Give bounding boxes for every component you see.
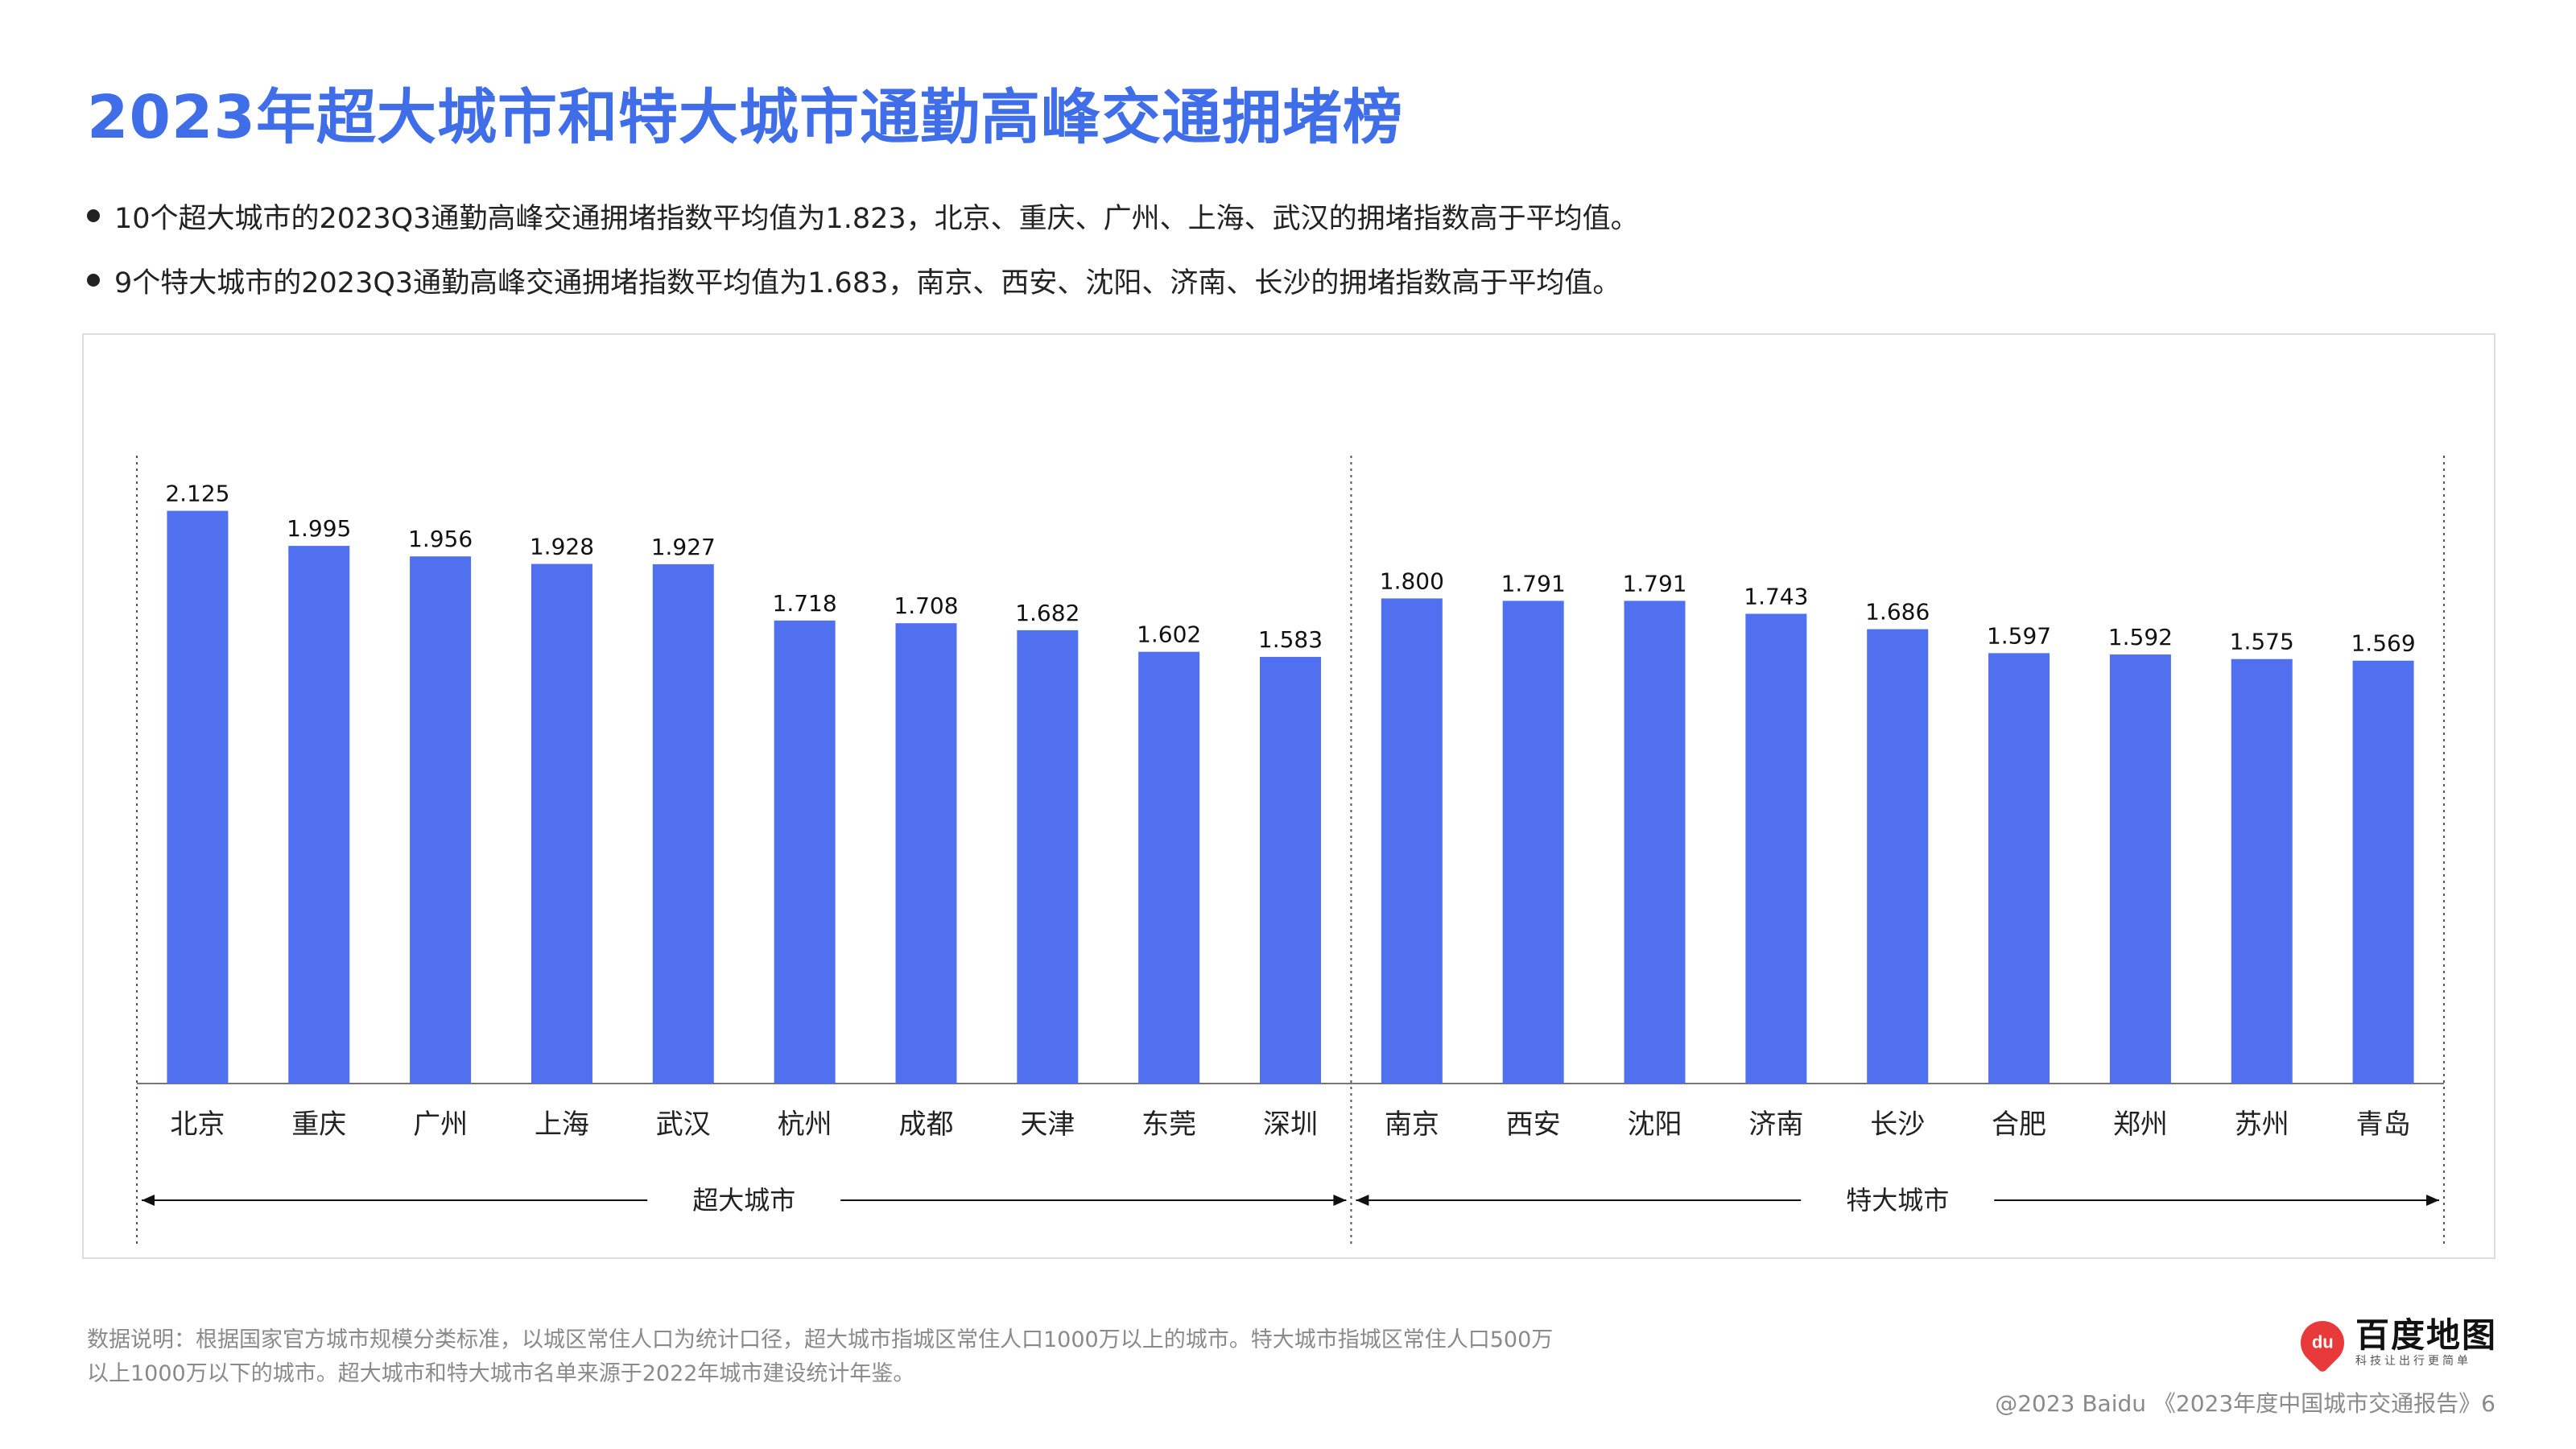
value-label: 1.791 bbox=[1501, 570, 1566, 597]
bar bbox=[774, 620, 836, 1084]
baidu-map-logo: du 百度地图 科技让出行更简单 bbox=[2291, 1311, 2498, 1374]
bar bbox=[410, 556, 472, 1084]
bar bbox=[2231, 658, 2293, 1084]
value-label: 1.743 bbox=[1744, 583, 1808, 609]
category-label: 南京 bbox=[1385, 1108, 1439, 1141]
footer-credit: @2023 Baidu 《2023年度中国城市交通报告》6 bbox=[1995, 1390, 2496, 1417]
bullet-dot-icon bbox=[87, 274, 100, 287]
bar bbox=[1988, 653, 2050, 1084]
value-label: 1.928 bbox=[530, 534, 594, 560]
value-label: 1.597 bbox=[1987, 622, 2051, 649]
bar bbox=[1381, 598, 1443, 1084]
category-label: 青岛 bbox=[2356, 1108, 2411, 1141]
summary-bullets: 10个超大城市的2023Q3通勤高峰交通拥堵指数平均值为1.823，北京、重庆、… bbox=[87, 184, 1639, 312]
arrow-left-icon bbox=[142, 1195, 155, 1206]
bullet-item: 9个特大城市的2023Q3通勤高峰交通拥堵指数平均值为1.683，南京、西安、沈… bbox=[87, 248, 1639, 312]
category-label: 长沙 bbox=[1870, 1108, 1925, 1141]
logo-name: 百度地图 bbox=[2355, 1315, 2498, 1355]
map-pin-logo-icon: du bbox=[2291, 1311, 2354, 1374]
arrow-right-icon bbox=[2426, 1195, 2439, 1206]
congestion-bar-chart: 2.125 北京 1.995 重庆 1.956 广州 1.928 上海 1.927 武汉 1.718… bbox=[136, 456, 2445, 1245]
value-label: 1.682 bbox=[1015, 600, 1080, 626]
value-label: 1.575 bbox=[2230, 629, 2294, 655]
value-label: 1.800 bbox=[1380, 568, 1444, 594]
page-title: 2023年超大城市和特大城市通勤高峰交通拥堵榜 bbox=[87, 83, 1403, 152]
bar bbox=[1502, 601, 1564, 1084]
category-label: 东莞 bbox=[1141, 1108, 1196, 1141]
value-label: 1.927 bbox=[651, 534, 716, 560]
value-label: 1.956 bbox=[408, 526, 473, 552]
category-label: 合肥 bbox=[1992, 1108, 2046, 1141]
value-label: 1.583 bbox=[1258, 626, 1323, 653]
category-label: 沈阳 bbox=[1628, 1108, 1682, 1141]
bullet-dot-icon bbox=[87, 209, 100, 222]
category-label: 杭州 bbox=[778, 1108, 832, 1141]
bar bbox=[167, 510, 229, 1084]
value-label: 1.602 bbox=[1137, 621, 1201, 648]
bar bbox=[530, 564, 592, 1084]
bar bbox=[1624, 601, 1686, 1084]
bar bbox=[2109, 654, 2171, 1084]
value-label: 1.791 bbox=[1622, 570, 1686, 597]
bar bbox=[1867, 629, 1929, 1084]
bar bbox=[1138, 651, 1200, 1084]
group-label: 特大城市 bbox=[1846, 1185, 1949, 1216]
bar bbox=[652, 564, 714, 1084]
arrow-left-icon bbox=[1356, 1195, 1369, 1206]
category-label: 济南 bbox=[1748, 1108, 1803, 1141]
category-label: 苏州 bbox=[2235, 1108, 2289, 1141]
bullet-item: 10个超大城市的2023Q3通勤高峰交通拥堵指数平均值为1.823，北京、重庆、… bbox=[87, 184, 1639, 248]
data-note: 数据说明：根据国家官方城市规模分类标准，以城区常住人口为统计口径，超大城市指城区… bbox=[87, 1327, 1554, 1386]
value-label: 1.592 bbox=[2108, 624, 2173, 650]
value-label: 1.569 bbox=[2351, 630, 2415, 657]
value-label: 1.686 bbox=[1865, 599, 1930, 625]
category-label: 天津 bbox=[1020, 1108, 1075, 1141]
value-label: 2.125 bbox=[165, 481, 229, 507]
logo-mark-text: du bbox=[2311, 1332, 2334, 1353]
value-label: 1.708 bbox=[894, 592, 958, 619]
category-label: 广州 bbox=[413, 1108, 468, 1141]
bar bbox=[1017, 630, 1079, 1084]
category-label: 西安 bbox=[1506, 1108, 1561, 1141]
category-label: 武汉 bbox=[656, 1108, 711, 1141]
category-label: 郑州 bbox=[2113, 1108, 2168, 1141]
category-label: 重庆 bbox=[291, 1108, 346, 1141]
logo-slogan: 科技让出行更简单 bbox=[2355, 1355, 2471, 1368]
category-label: 北京 bbox=[170, 1108, 225, 1141]
chart-frame: 2.125 北京 1.995 重庆 1.956 广州 1.928 上海 1.927 武汉 1.718… bbox=[82, 333, 2496, 1259]
bar bbox=[1745, 613, 1807, 1084]
category-label: 上海 bbox=[535, 1108, 589, 1141]
bar bbox=[895, 623, 957, 1084]
category-label: 成都 bbox=[898, 1108, 953, 1141]
bullet-text: 9个特大城市的2023Q3通勤高峰交通拥堵指数平均值为1.683，南京、西安、沈… bbox=[114, 266, 1621, 299]
bar bbox=[2352, 660, 2414, 1084]
value-label: 1.995 bbox=[287, 515, 351, 542]
category-label: 深圳 bbox=[1263, 1108, 1318, 1141]
value-label: 1.718 bbox=[773, 590, 837, 617]
group-label: 超大城市 bbox=[692, 1185, 795, 1216]
bullet-text: 10个超大城市的2023Q3通勤高峰交通拥堵指数平均值为1.823，北京、重庆、… bbox=[114, 202, 1639, 235]
bar bbox=[1260, 657, 1321, 1084]
bar bbox=[288, 546, 350, 1084]
arrow-right-icon bbox=[1333, 1195, 1347, 1206]
